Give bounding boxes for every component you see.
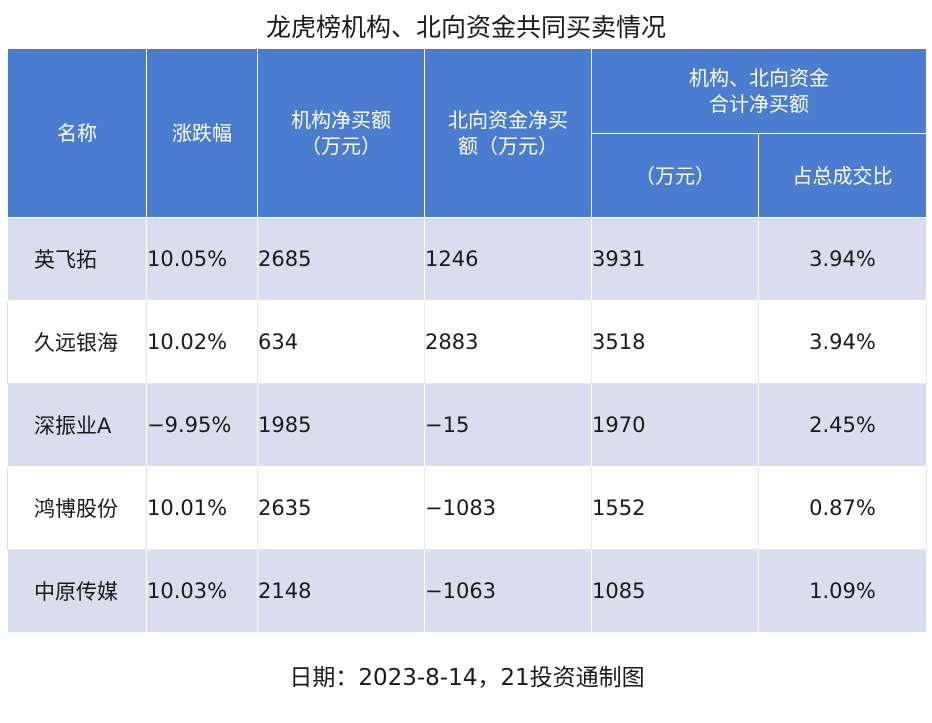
cell-northbound: 1246 — [424, 217, 592, 301]
cell-name: 中原传媒 — [7, 549, 147, 633]
cell-institution: 2148 — [257, 549, 425, 633]
cell-total: 1085 — [591, 549, 759, 633]
cell-change: 10.03% — [146, 549, 258, 633]
header-combined-line2: 合计净买额 — [709, 92, 809, 116]
data-table: 名称 涨跌幅 机构净买额 （万元） 北向资金净买 额（万元） 机构、北向资金 合… — [7, 48, 927, 718]
cell-change: 10.05% — [146, 217, 258, 301]
header-northbound: 北向资金净买 额（万元） — [424, 48, 592, 218]
table-row: 久远银海 10.02% 634 2883 3518 3.94% — [7, 300, 927, 384]
header-combined-line1: 机构、北向资金 — [689, 66, 829, 90]
table-row: 中原传媒 10.03% 2148 −1063 1085 1.09% — [7, 549, 927, 633]
header-combined-ratio: 占总成交比 — [758, 133, 927, 218]
cell-ratio: 3.94% — [758, 300, 927, 384]
table-row: 英飞拓 10.05% 2685 1246 3931 3.94% — [7, 217, 927, 301]
table-title: 龙虎榜机构、北向资金共同买卖情况 — [265, 13, 666, 42]
table-row: 深振业A −9.95% 1985 −15 1970 2.45% — [7, 383, 927, 467]
cell-name: 鸿博股份 — [7, 466, 147, 550]
cell-institution: 2635 — [257, 466, 425, 550]
header-name: 名称 — [7, 48, 147, 218]
header-northbound-line2: 额（万元） — [458, 134, 558, 158]
source-footer: 日期：2023-8-14，21投资通制图 — [7, 632, 927, 718]
header-institution: 机构净买额 （万元） — [257, 48, 425, 218]
header-change: 涨跌幅 — [146, 48, 258, 218]
cell-total: 3518 — [591, 300, 759, 384]
cell-name: 深振业A — [7, 383, 147, 467]
cell-institution: 2685 — [257, 217, 425, 301]
cell-ratio: 0.87% — [758, 466, 927, 550]
cell-northbound: −1063 — [424, 549, 592, 633]
cell-northbound: −1083 — [424, 466, 592, 550]
table-row: 鸿博股份 10.01% 2635 −1083 1552 0.87% — [7, 466, 927, 550]
cell-ratio: 1.09% — [758, 549, 927, 633]
cell-institution: 1985 — [257, 383, 425, 467]
cell-ratio: 3.94% — [758, 217, 927, 301]
cell-total: 1552 — [591, 466, 759, 550]
header-combined: 机构、北向资金 合计净买额 — [591, 48, 927, 134]
cell-northbound: −15 — [424, 383, 592, 467]
cell-ratio: 2.45% — [758, 383, 927, 467]
header-combined-amount: （万元） — [591, 133, 759, 218]
cell-northbound: 2883 — [424, 300, 592, 384]
header-northbound-line1: 北向资金净买 — [448, 108, 568, 132]
cell-name: 久远银海 — [7, 300, 147, 384]
cell-name: 英飞拓 — [7, 217, 147, 301]
cell-change: 10.02% — [146, 300, 258, 384]
cell-total: 3931 — [591, 217, 759, 301]
cell-institution: 634 — [257, 300, 425, 384]
cell-change: −9.95% — [146, 383, 258, 467]
header-institution-line2: （万元） — [301, 134, 381, 158]
cell-total: 1970 — [591, 383, 759, 467]
header-institution-line1: 机构净买额 — [291, 108, 391, 132]
cell-change: 10.01% — [146, 466, 258, 550]
